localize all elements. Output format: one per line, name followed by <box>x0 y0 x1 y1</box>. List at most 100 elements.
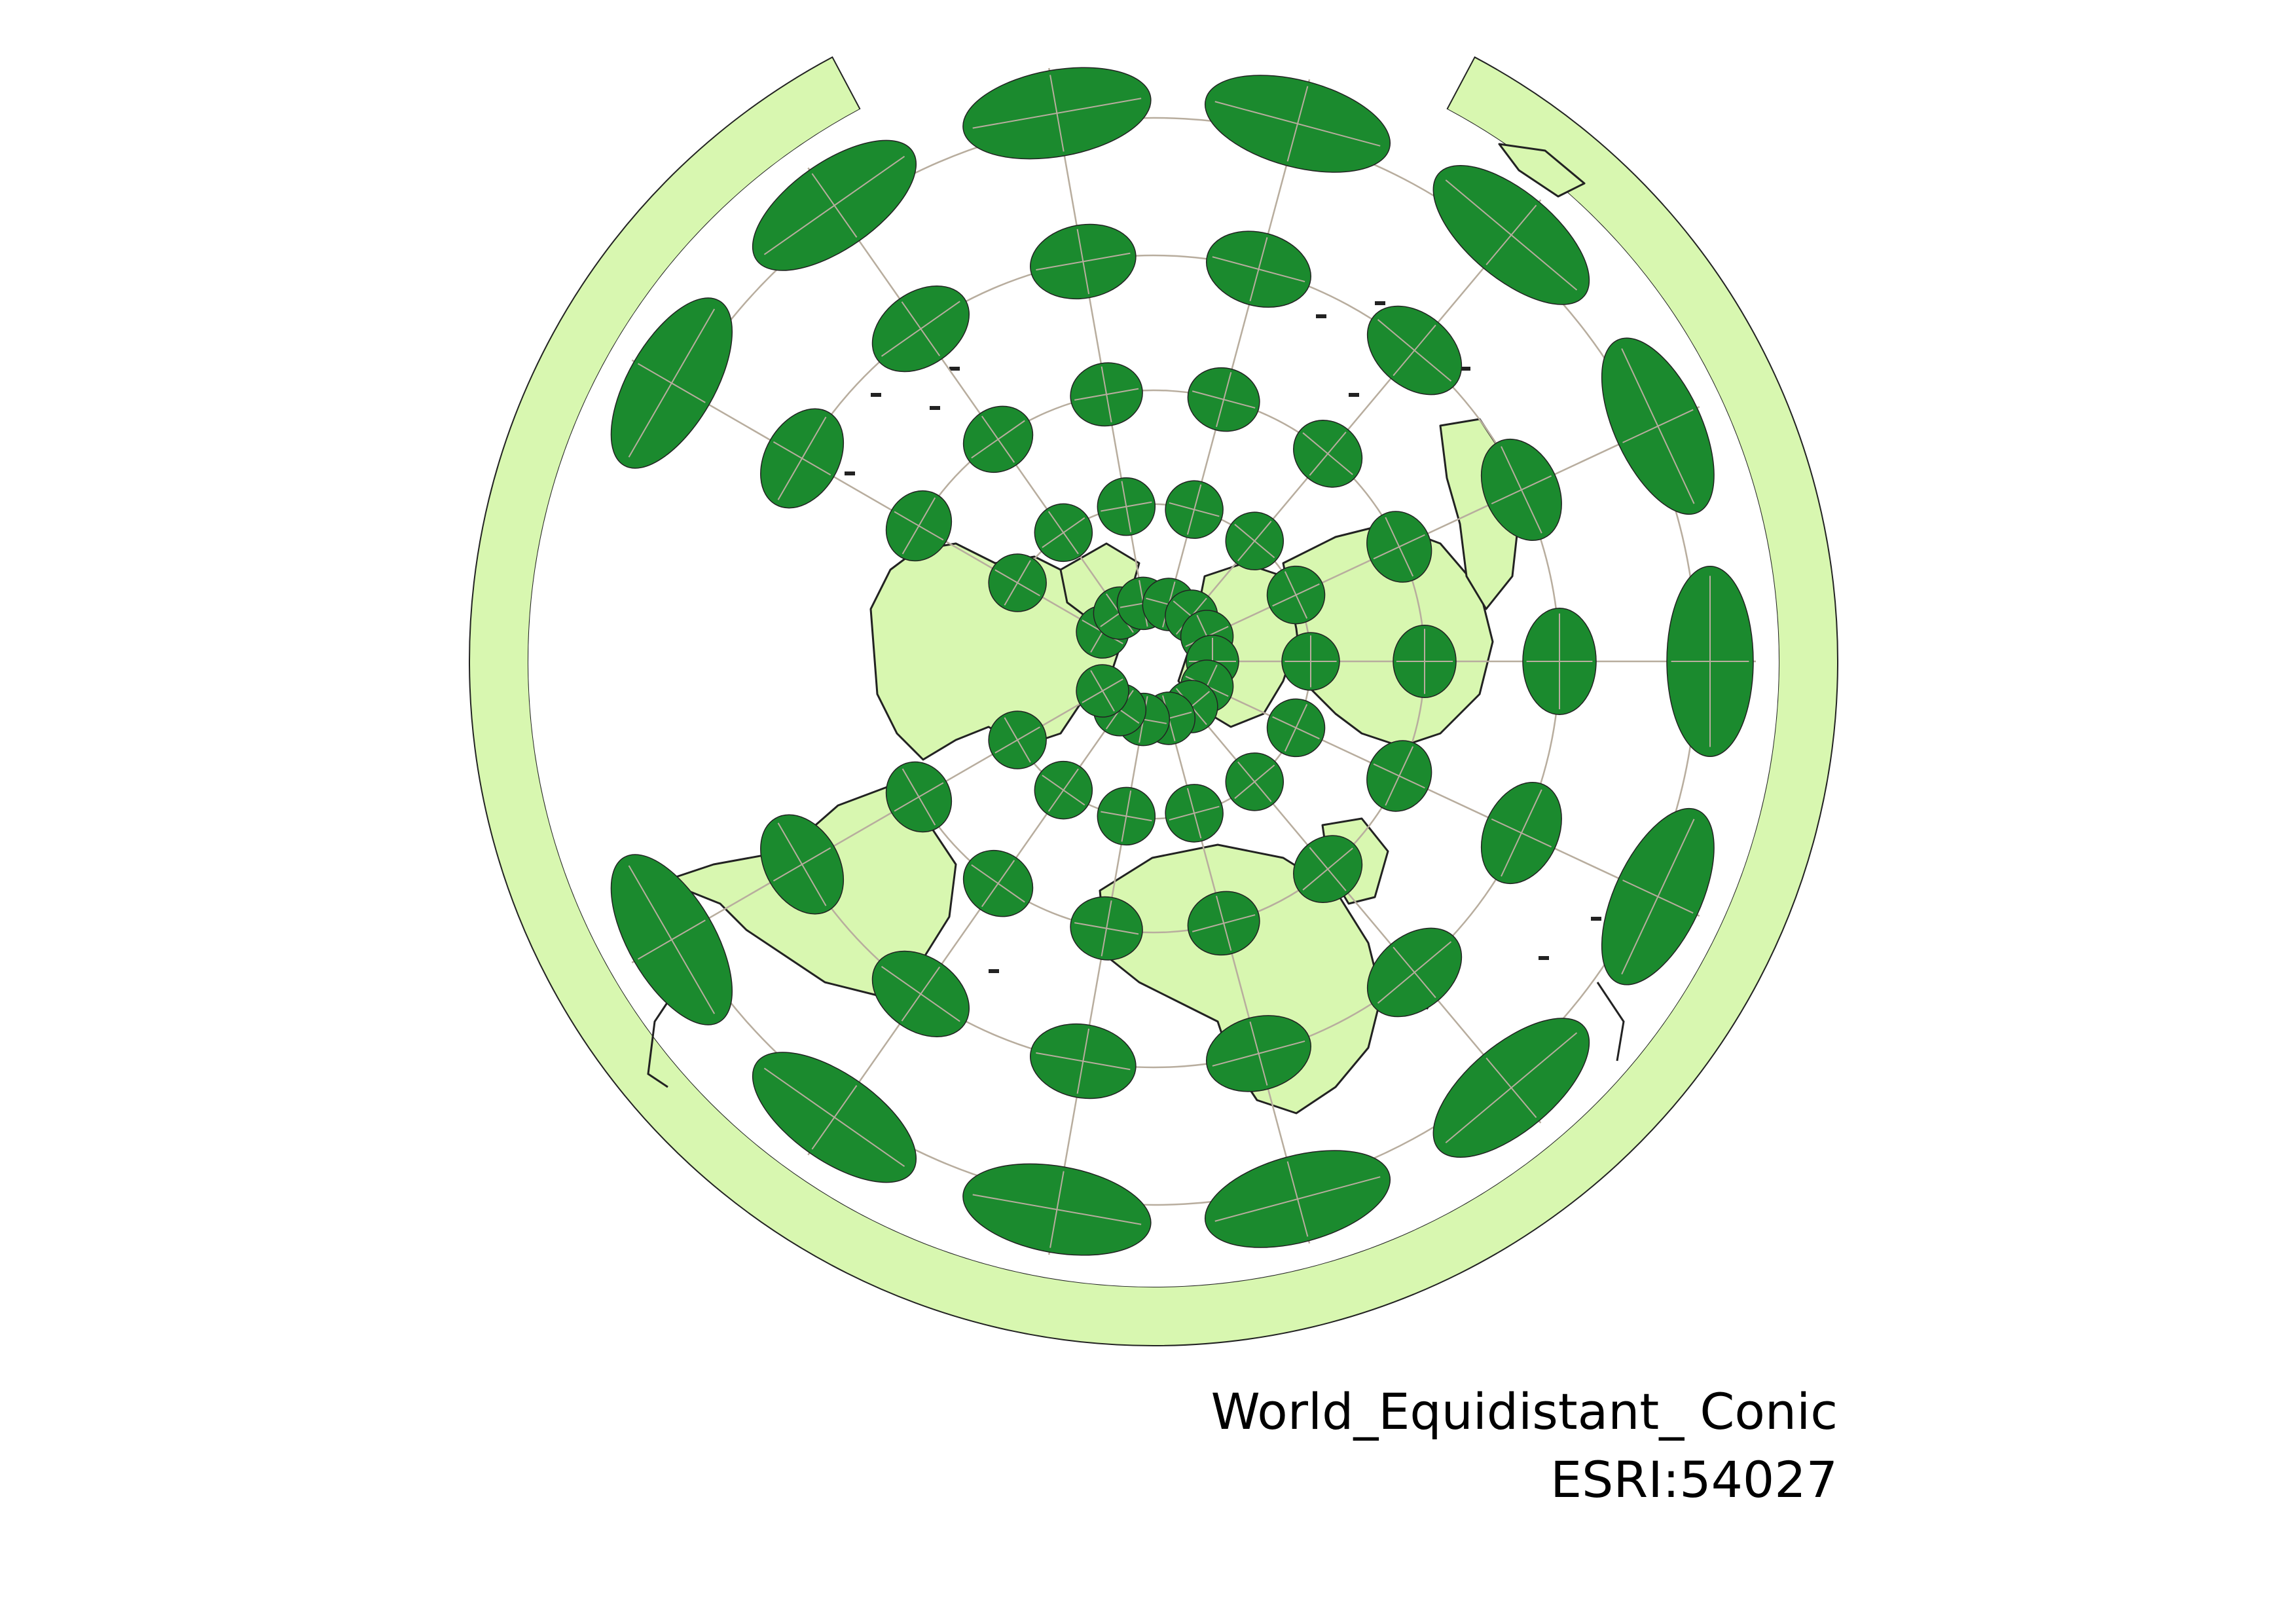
tissot-indicatrix <box>962 405 1034 473</box>
indicatrix-axis <box>894 511 944 541</box>
island-fragment <box>949 367 960 371</box>
indicatrix-axis <box>1049 1171 1065 1248</box>
far-east-coast-landmass <box>1498 143 1586 198</box>
indicatrix-axis <box>1082 678 1123 703</box>
indicatrix-axis <box>1272 716 1320 740</box>
tissot-indicatrix <box>1187 367 1260 432</box>
tissot-indicatrix <box>988 553 1047 612</box>
tissot-indicatrix <box>1165 784 1224 843</box>
indicatrix-axis <box>901 967 941 1022</box>
indicatrix-axis <box>981 415 1015 463</box>
indicatrix-axis <box>1186 484 1202 535</box>
indicatrix-axis <box>1373 763 1425 789</box>
indicatrix-axis <box>1373 534 1425 560</box>
tissot-indicatrix <box>1432 1018 1590 1158</box>
tissot-indicatrix <box>1225 511 1285 570</box>
tissot-indicatrix <box>1034 760 1093 820</box>
tissot-indicatrix <box>1601 337 1715 515</box>
island-fragment <box>1349 393 1359 397</box>
tissot-indicatrix <box>1205 1015 1311 1092</box>
tissot-indicatrix <box>760 408 845 509</box>
tissot-indicatrix <box>760 814 845 915</box>
tissot-indicatrix <box>1281 632 1340 691</box>
indicatrix-axis <box>811 173 858 238</box>
tissot-indicatrix <box>988 710 1047 769</box>
island-fragment <box>1375 301 1385 305</box>
tissot-indicatrix <box>1601 807 1715 986</box>
tissot-indicatrix <box>1366 927 1463 1018</box>
indicatrix-axis <box>1121 481 1132 532</box>
tissot-indicatrix <box>962 849 1034 917</box>
indicatrix-axis <box>811 1085 858 1150</box>
coastline-fragment <box>1596 982 1625 1061</box>
indicatrix-axis <box>1393 946 1436 999</box>
indicatrix-axis <box>1286 1161 1309 1237</box>
tissot-indicatrix <box>1393 625 1457 698</box>
tissot-indicatrix-layer <box>610 67 1754 1256</box>
indicatrix-axis <box>1309 847 1347 891</box>
indicatrix-axis <box>1216 372 1232 428</box>
tissot-indicatrix <box>752 1052 917 1183</box>
tissot-indicatrix <box>1030 1023 1137 1099</box>
tissot-indicatrix <box>1204 75 1391 173</box>
projection-name-label: World_Equidistant_ Conic <box>1211 1382 1838 1441</box>
indicatrix-axis <box>901 301 941 356</box>
tissot-indicatrix <box>885 761 953 833</box>
tissot-indicatrix <box>1480 438 1562 542</box>
indicatrix-axis <box>1237 761 1272 802</box>
island-fragment <box>1539 956 1549 960</box>
indicatrix-axis <box>773 847 831 882</box>
tissot-indicatrix <box>1034 503 1093 563</box>
island-fragment <box>930 406 940 410</box>
indicatrix-axis <box>1048 768 1079 812</box>
island-fragment <box>1460 367 1470 371</box>
tissot-indicatrix <box>871 286 970 373</box>
indicatrix-axis <box>1393 324 1436 377</box>
tissot-indicatrix <box>1666 566 1754 757</box>
tissot-indicatrix <box>1205 231 1311 308</box>
indicatrix-axis <box>773 441 831 476</box>
indicatrix-axis <box>1272 583 1320 607</box>
indicatrix-axis <box>1485 204 1537 266</box>
indicatrix-axis <box>1101 900 1112 957</box>
indicatrix-axis <box>1101 366 1112 423</box>
island-fragment <box>1591 917 1601 921</box>
tissot-indicatrix <box>610 854 733 1025</box>
island-fragment <box>845 471 855 475</box>
tissot-indicatrix <box>1266 565 1326 625</box>
tissot-indicatrix <box>885 490 953 562</box>
indicatrix-axis <box>1049 75 1065 152</box>
tissot-indicatrix <box>962 1163 1152 1256</box>
tissot-indicatrix <box>1266 698 1326 758</box>
indicatrix-axis <box>637 363 706 403</box>
tissot-indicatrix <box>610 297 733 469</box>
island-fragment <box>989 969 999 973</box>
tissot-indicatrix <box>1432 164 1590 305</box>
tissot-indicatrix <box>1225 752 1285 811</box>
tissot-indicatrix <box>962 67 1152 160</box>
indicatrix-axis <box>1186 788 1202 839</box>
tissot-indicatrix <box>871 950 970 1037</box>
indicatrix-axis <box>1491 475 1552 505</box>
island-fragment <box>871 393 881 397</box>
tissot-indicatrix <box>1366 511 1432 583</box>
indicatrix-axis <box>1076 229 1090 295</box>
tissot-indicatrix <box>1366 305 1463 396</box>
tissot-indicatrix <box>1366 740 1432 812</box>
projection-outer-fan <box>469 36 1838 1346</box>
indicatrix-axis <box>1286 86 1309 162</box>
indicatrix-axis <box>1622 409 1694 443</box>
tissot-indicatrix <box>1480 781 1562 885</box>
tissot-indicatrix <box>1076 664 1129 718</box>
tissot-indicatrix <box>1097 786 1156 846</box>
indicatrix-axis <box>1249 1021 1268 1086</box>
tissot-indicatrix <box>1165 480 1224 539</box>
tissot-indicatrix <box>1070 362 1143 427</box>
indicatrix-axis <box>1249 237 1268 302</box>
indicatrix-axis <box>1048 511 1079 555</box>
indicatrix-axis <box>1237 521 1272 562</box>
tissot-indicatrix <box>752 139 917 271</box>
island-fragment <box>1316 314 1326 318</box>
indicatrix-axis <box>1622 879 1694 914</box>
